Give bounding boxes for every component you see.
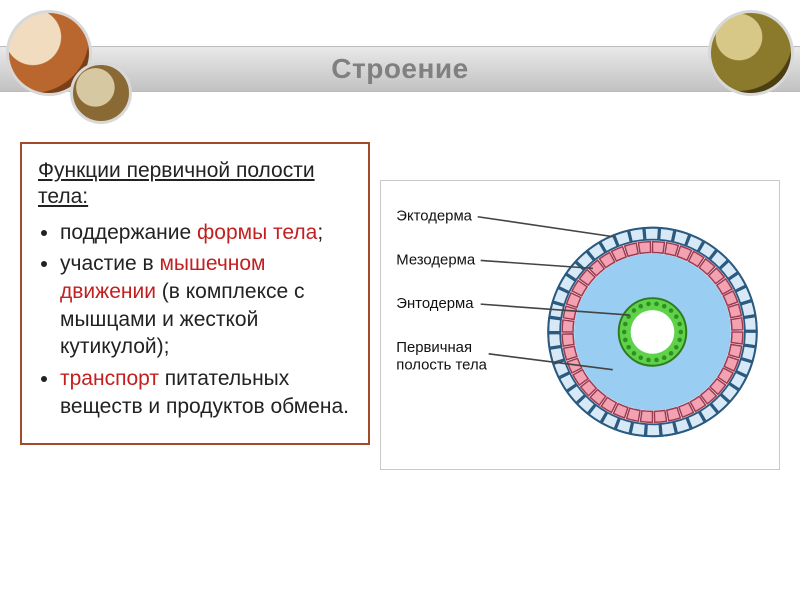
decor-photo-right [708,10,794,96]
mesoderm-seg [638,242,650,254]
ectoderm-seg [744,332,757,346]
mesoderm-seg [625,243,639,256]
mesoderm-seg [731,332,743,344]
label-mesoderm: Мезодерма [396,252,476,268]
lead-ectoderm [478,217,613,237]
textbox-bullet: поддержание формы тела; [60,219,352,247]
mesoderm-seg [562,334,574,346]
mesoderm-seg [652,242,664,254]
textbox-heading: Функции первичной полости тела: [38,158,352,211]
cross-section-svg: Эктодерма Мезодерма Энтодерма Первичная поло… [381,181,779,469]
label-ectoderm: Эктодерма [396,209,472,225]
mesoderm-seg [640,411,652,423]
diagram-panel: Эктодерма Мезодерма Энтодерма Первичная поло… [380,180,780,470]
mesoderm-seg [563,306,576,319]
diagram-rings [548,228,757,437]
label-cavity: Первичная [396,340,472,356]
ectoderm-seg [744,316,757,330]
label-cavity-2: полость тела [396,358,487,374]
mesoderm-seg [667,408,681,421]
mesoderm-seg [562,320,574,332]
textbox-list: поддержание формы тела; участие в мышечно… [38,219,352,421]
mesoderm-seg [729,344,742,357]
textbox-bullet: транспорт питательных веществ и продукто… [60,365,352,420]
label-endoderm: Энтодерма [396,296,474,312]
textbox-bullet: участие в мышечном движении (в комплексе… [60,250,352,361]
page-title: Строение [331,53,468,85]
ectoderm-seg [548,333,561,347]
mesoderm-seg [654,410,666,422]
gut-lumen [631,310,675,354]
mesoderm-seg [665,243,678,256]
mesoderm-seg [731,318,743,330]
diagram-labels: Эктодерма Мезодерма Энтодерма Первичная поло… [396,209,487,374]
ectoderm-seg [645,228,659,240]
mesoderm-seg [564,346,577,360]
ectoderm-seg [646,424,660,436]
ectoderm-seg [548,318,561,332]
mesoderm-seg [728,304,741,318]
decor-photo-left-2 [70,62,132,124]
mesoderm-seg [627,408,640,421]
functions-textbox: Функции первичной полости тела: поддержа… [20,142,370,445]
